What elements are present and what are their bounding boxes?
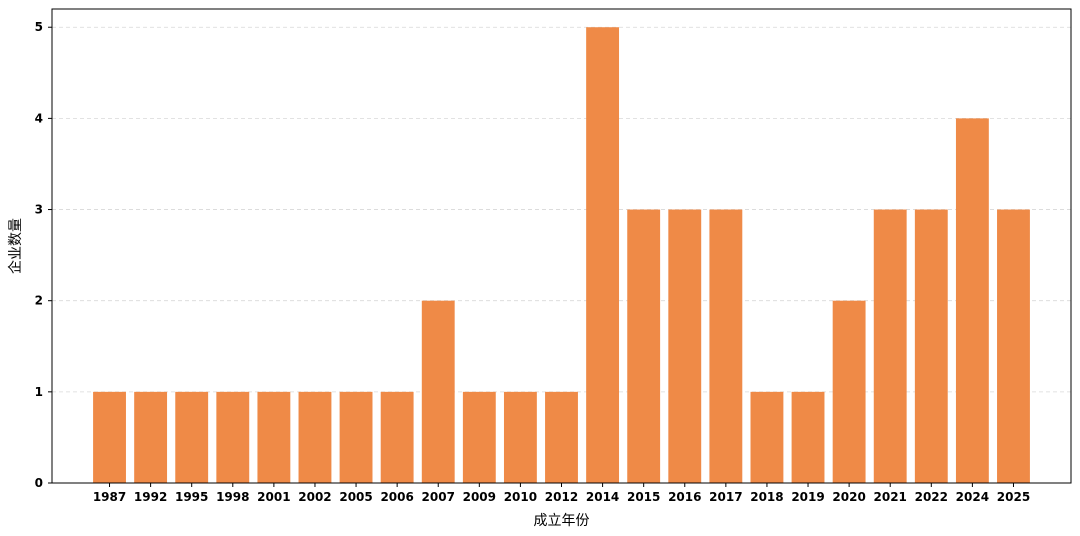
x-tick-label: 2016 xyxy=(668,490,701,504)
bar-2007 xyxy=(421,300,455,483)
y-tick-label: 0 xyxy=(35,476,43,490)
bar-1995 xyxy=(175,391,209,483)
x-tick-label: 2009 xyxy=(463,490,496,504)
x-tick-label: 2010 xyxy=(504,490,537,504)
x-tick-label: 2007 xyxy=(422,490,455,504)
x-tick-label: 2015 xyxy=(627,490,660,504)
y-tick-label: 2 xyxy=(35,294,43,308)
x-tick-label: 2002 xyxy=(298,490,331,504)
x-tick-label: 1992 xyxy=(134,490,167,504)
bar-1992 xyxy=(134,391,168,483)
bar-2006 xyxy=(380,391,414,483)
x-tick-label: 2025 xyxy=(997,490,1030,504)
y-tick-label: 3 xyxy=(35,203,43,217)
bar-1998 xyxy=(216,391,250,483)
x-tick-label: 2020 xyxy=(832,490,865,504)
x-tick-label: 2001 xyxy=(257,490,290,504)
x-axis-title: 成立年份 xyxy=(534,513,590,529)
bar-layer xyxy=(93,27,1030,484)
x-tick-label: 1995 xyxy=(175,490,208,504)
x-tick-label: 2017 xyxy=(709,490,742,504)
bar-2016 xyxy=(668,209,702,484)
x-tick-label: 2006 xyxy=(380,490,413,504)
bar-2017 xyxy=(709,209,743,484)
y-axis-ticks: 0 1 2 3 4 5 xyxy=(35,20,52,490)
y-tick-label: 4 xyxy=(35,111,43,125)
x-tick-label: 2012 xyxy=(545,490,578,504)
bar-2022 xyxy=(914,209,948,484)
y-tick-label: 1 xyxy=(35,385,43,399)
x-tick-label: 2005 xyxy=(339,490,372,504)
bar-2002 xyxy=(298,391,332,483)
x-axis-ticks: 1987 1992 1995 1998 2001 2002 2005 2006 2007 2009… xyxy=(93,483,1030,504)
x-tick-label: 1998 xyxy=(216,490,249,504)
y-axis-title: 企业数量 xyxy=(7,218,24,274)
x-tick-label: 2022 xyxy=(915,490,948,504)
bar-2010 xyxy=(503,391,537,483)
x-tick-label: 2024 xyxy=(956,490,989,504)
x-tick-label: 2018 xyxy=(750,490,783,504)
bar-2019 xyxy=(791,391,825,483)
x-tick-label: 2014 xyxy=(586,490,619,504)
y-tick-label: 5 xyxy=(35,20,43,34)
x-tick-label: 1987 xyxy=(93,490,126,504)
bar-1987 xyxy=(93,391,126,483)
bar-2018 xyxy=(750,391,784,483)
bar-2009 xyxy=(462,391,496,483)
x-tick-label: 2021 xyxy=(874,490,907,504)
bar-2012 xyxy=(545,391,578,483)
bar-2014 xyxy=(586,27,620,483)
bar-2020 xyxy=(832,300,866,483)
bar-2025 xyxy=(997,209,1030,484)
bar-2005 xyxy=(339,391,373,483)
bar-2001 xyxy=(257,391,291,483)
bar-2021 xyxy=(873,209,907,484)
x-tick-label: 2019 xyxy=(791,490,824,504)
bar-2015 xyxy=(627,209,661,484)
bar-2024 xyxy=(955,118,989,483)
